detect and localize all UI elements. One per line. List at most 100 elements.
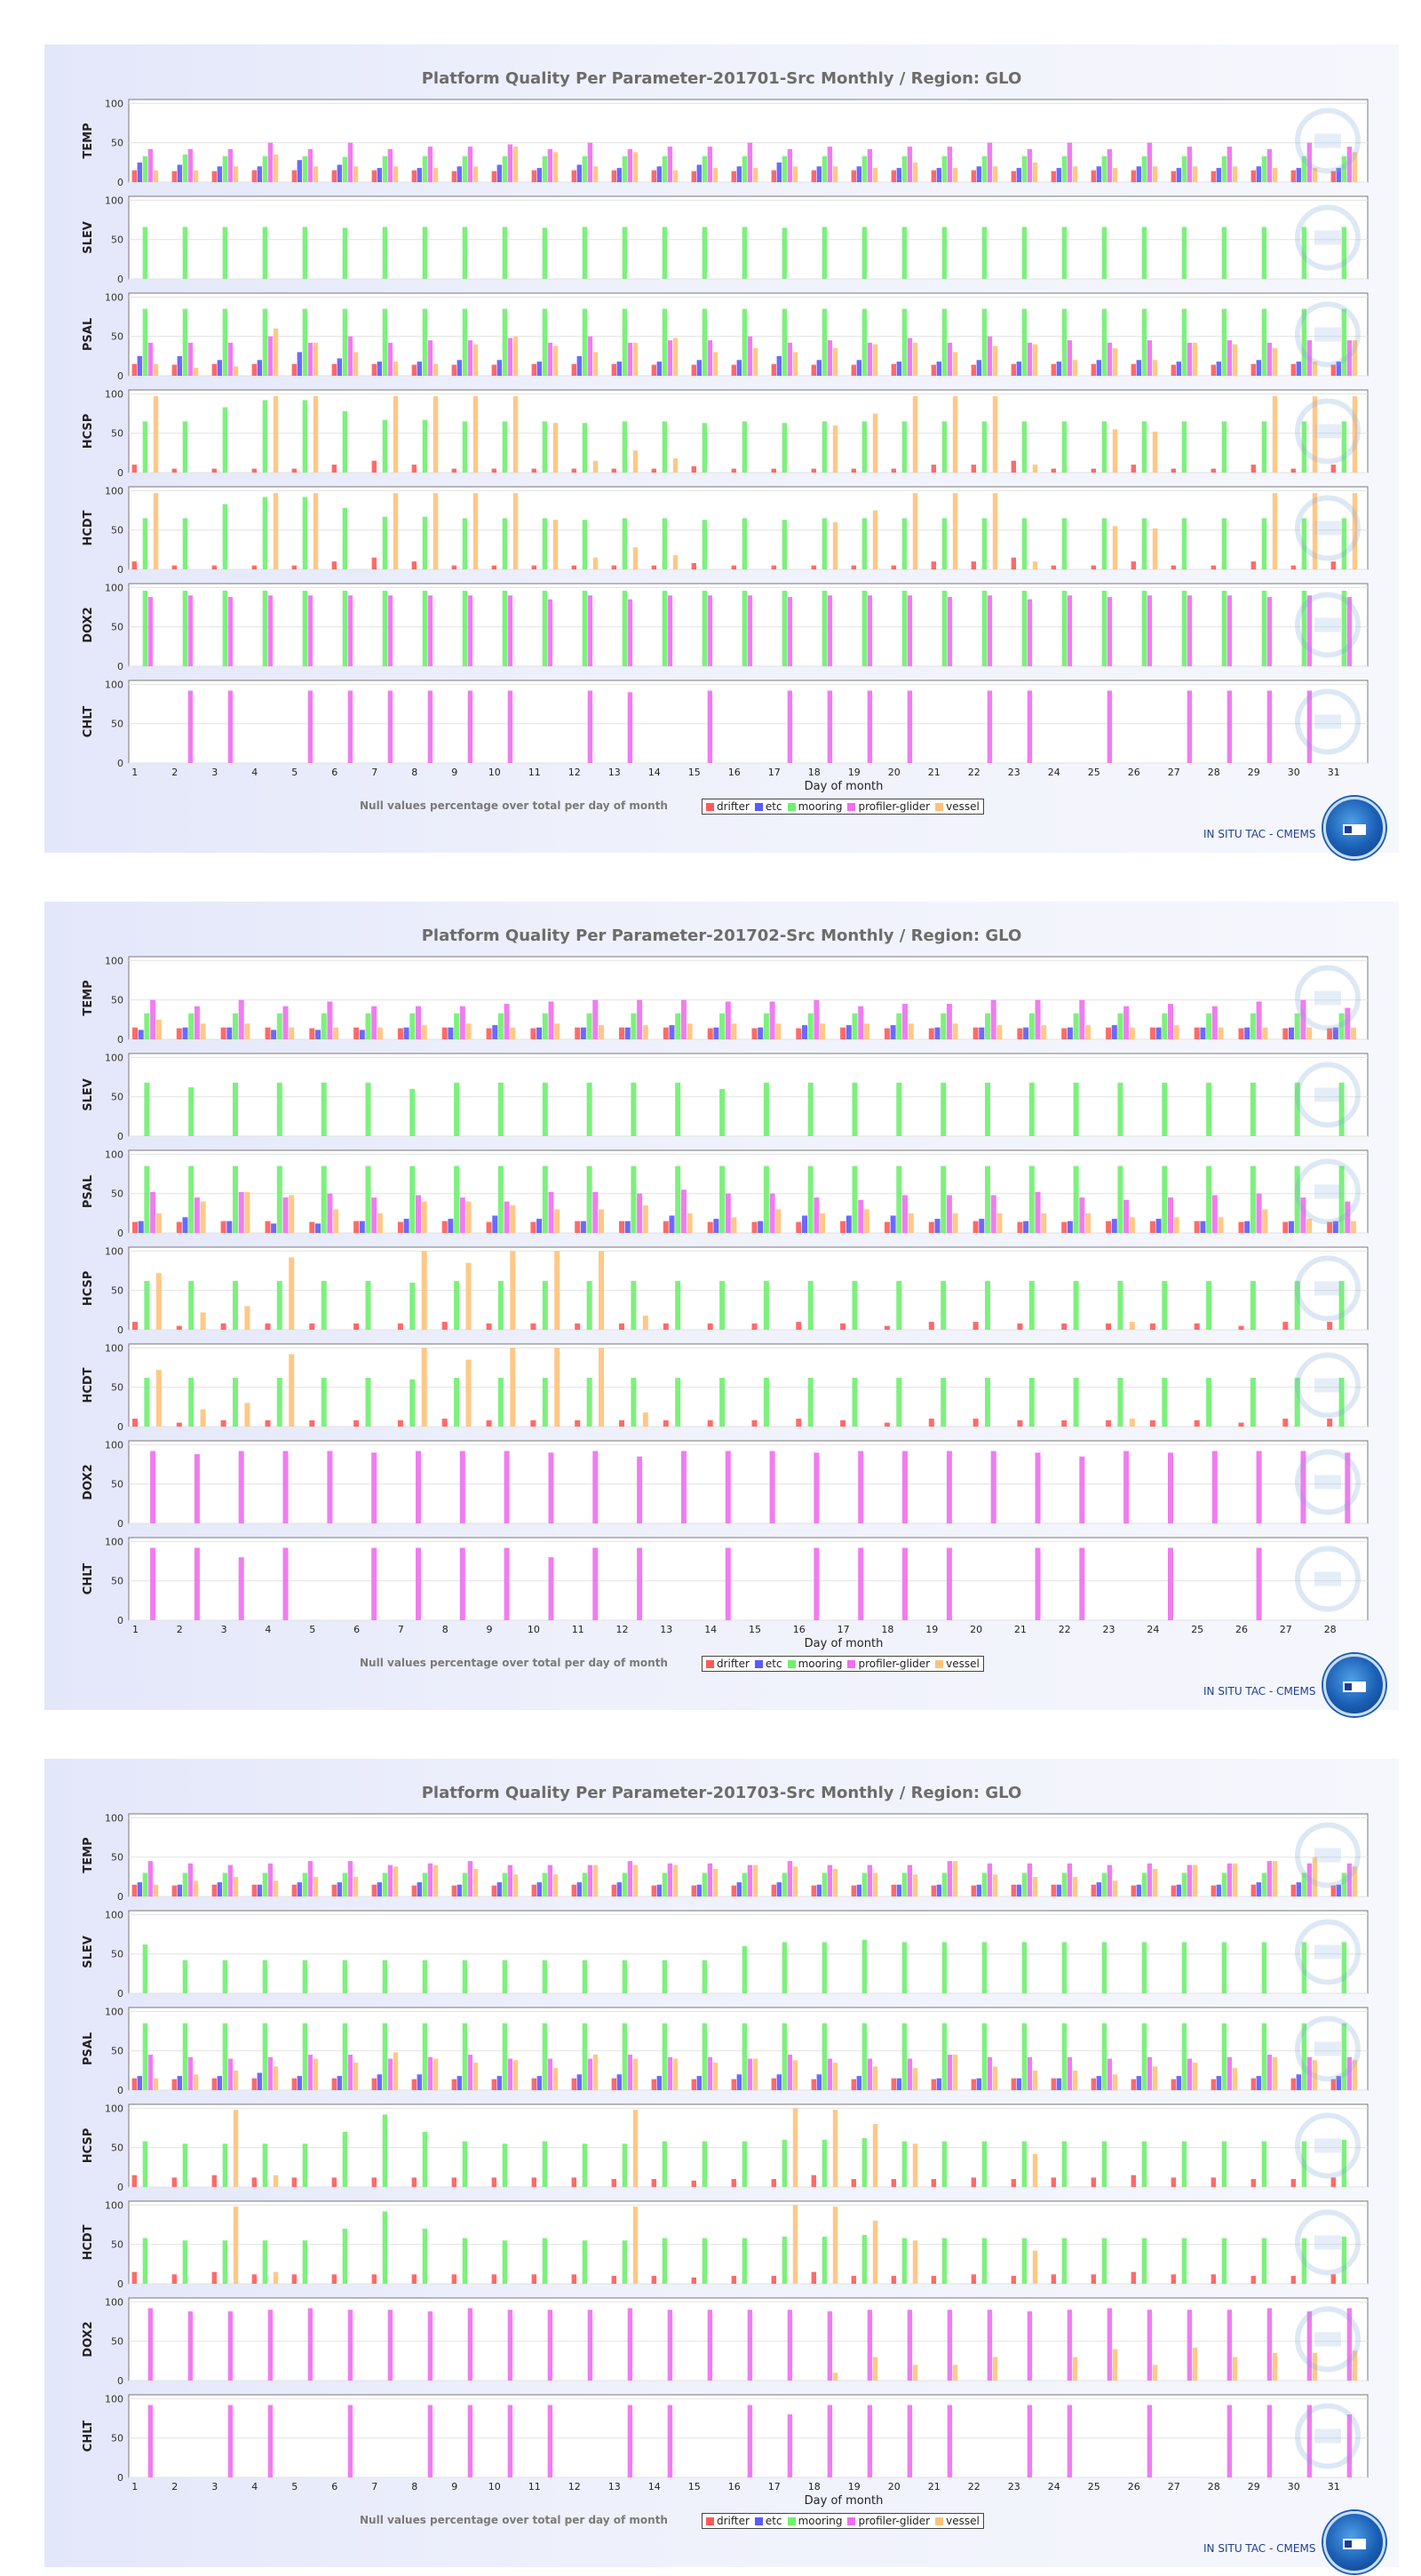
bar-etc-day-30 — [1296, 362, 1301, 376]
bar-mooring-day-29 — [1261, 155, 1267, 182]
bar-drifter-day-2 — [171, 565, 177, 569]
bar-etc-day-20 — [896, 2078, 901, 2090]
bar-profiler-glider-day-21 — [947, 597, 953, 666]
bar-vessel-day-10 — [554, 1209, 560, 1233]
bar-mooring-day-23 — [1021, 421, 1028, 473]
bar-mooring-day-25 — [1101, 518, 1107, 569]
bar-drifter-day-12 — [619, 1220, 624, 1233]
bar-profiler-glider-day-25 — [1107, 2058, 1113, 2090]
bar-mooring-day-25 — [1206, 1013, 1212, 1039]
bar-profiler-glider-day-16 — [747, 595, 753, 666]
bar-etc-day-13 — [669, 1025, 675, 1039]
bar-vessel-day-12 — [642, 1316, 648, 1330]
bar-mooring-day-24 — [1061, 518, 1068, 569]
bar-vessel-day-4 — [289, 1354, 295, 1427]
bar-vessel-day-6 — [377, 1212, 383, 1233]
bar-mooring-day-29 — [1261, 421, 1267, 473]
bar-mooring-day-20 — [985, 1165, 990, 1233]
bar-profiler-glider-day-16 — [814, 1547, 820, 1620]
bar-profiler-glider-day-1 — [147, 2055, 154, 2090]
bar-mooring-day-2 — [182, 227, 188, 279]
bar-etc-day-5 — [297, 2076, 302, 2090]
bar-drifter-day-18 — [811, 170, 816, 182]
bar-vessel-day-18 — [832, 425, 838, 473]
bar-vessel-day-3 — [233, 2110, 239, 2187]
parameter-label: SLEV — [82, 221, 95, 254]
x-axis-label: Day of month — [804, 2494, 884, 2508]
bar-drifter-day-28 — [1211, 1885, 1216, 1896]
bar-drifter-day-31 — [1330, 465, 1336, 473]
bar-mooring-day-21 — [941, 2238, 948, 2284]
bar-vessel-day-21 — [952, 352, 958, 376]
bar-mooring-day-10 — [502, 1872, 508, 1896]
bar-drifter-day-21 — [1017, 1221, 1023, 1233]
bar-mooring-day-1 — [142, 591, 148, 666]
bar-profiler-glider-day-17 — [787, 2414, 793, 2477]
bar-vessel-day-17 — [792, 2060, 798, 2090]
bar-profiler-glider-day-15 — [769, 1193, 775, 1233]
bar-mooring-day-6 — [342, 227, 348, 279]
bar-mooring-day-7 — [409, 1282, 416, 1330]
bar-etc-day-8 — [417, 1882, 422, 1896]
bar-drifter-day-31 — [1330, 2274, 1336, 2284]
bar-profiler-glider-day-11 — [547, 148, 553, 182]
y-tick-label: 50 — [111, 1189, 123, 1200]
bar-profiler-glider-day-27 — [1187, 342, 1193, 376]
bar-profiler-glider-day-10 — [507, 144, 513, 182]
bar-mooring-day-13 — [622, 1960, 628, 1993]
bar-vessel-day-31 — [1352, 152, 1358, 182]
bar-drifter-day-27 — [1171, 2274, 1176, 2284]
bar-drifter-day-10 — [491, 2274, 496, 2284]
bar-profiler-glider-day-8 — [427, 690, 433, 763]
y-tick-label: 100 — [105, 1536, 123, 1547]
bar-profiler-glider-day-11 — [547, 2058, 553, 2090]
bar-mooring-day-10 — [502, 155, 508, 182]
bar-drifter-day-18 — [884, 1221, 890, 1233]
bar-drifter-day-14 — [707, 1221, 713, 1233]
bar-drifter-day-22 — [971, 2079, 976, 2090]
bar-drifter-day-4 — [265, 1027, 271, 1039]
bar-drifter-day-9 — [451, 565, 456, 569]
bar-profiler-glider-day-31 — [1346, 147, 1353, 182]
bar-profiler-glider-day-6 — [371, 1547, 377, 1620]
y-tick-label: 50 — [111, 1479, 123, 1491]
y-tick-label: 50 — [111, 1092, 123, 1103]
bar-profiler-glider-day-1 — [147, 2405, 154, 2477]
bar-profiler-glider-day-18 — [902, 1451, 908, 1523]
bar-vessel-day-9 — [472, 344, 479, 376]
bar-mooring-day-12 — [582, 1960, 588, 1993]
bar-profiler-glider-day-14 — [667, 2056, 673, 2090]
bar-mooring-day-27 — [1294, 1082, 1300, 1136]
bar-mooring-day-20 — [901, 2141, 908, 2187]
bar-mooring-day-24 — [1061, 2141, 1068, 2187]
bar-profiler-glider-day-6 — [347, 336, 353, 376]
bar-vessel-day-22 — [992, 2066, 998, 2090]
bar-vessel-day-14 — [672, 170, 679, 182]
bar-drifter-day-20 — [891, 363, 896, 376]
bar-drifter-day-30 — [1290, 468, 1296, 473]
bar-profiler-glider-day-8 — [427, 147, 433, 182]
x-tick-label: 13 — [660, 1624, 672, 1635]
bar-drifter-day-8 — [441, 1027, 448, 1039]
y-tick-label: 0 — [117, 661, 123, 672]
bar-drifter-day-18 — [811, 2271, 816, 2284]
bar-mooring-day-9 — [462, 2023, 468, 2090]
bar-mooring-day-14 — [662, 518, 668, 569]
x-tick-label: 1 — [132, 1624, 139, 1635]
bar-profiler-glider-day-14 — [667, 1863, 673, 1896]
bar-drifter-day-8 — [411, 2274, 417, 2284]
bar-profiler-glider-day-5 — [307, 1861, 314, 1896]
bar-mooring-day-16 — [742, 2238, 748, 2284]
y-tick-label: 100 — [105, 2199, 123, 2211]
cmems-logo-icon — [1323, 797, 1385, 859]
bar-mooring-day-17 — [852, 1013, 858, 1039]
bar-mooring-day-15 — [702, 2141, 708, 2187]
bar-profiler-glider-day-26 — [1147, 340, 1153, 376]
bar-mooring-day-10 — [502, 421, 508, 473]
bar-drifter-day-15 — [691, 2079, 696, 2090]
x-tick-label: 26 — [1128, 2481, 1140, 2493]
bar-vessel-day-15 — [712, 1869, 718, 1896]
bar-vessel-day-26 — [1152, 528, 1158, 569]
bar-profiler-glider-day-8 — [427, 2056, 433, 2090]
bar-mooring-day-20 — [901, 421, 908, 473]
